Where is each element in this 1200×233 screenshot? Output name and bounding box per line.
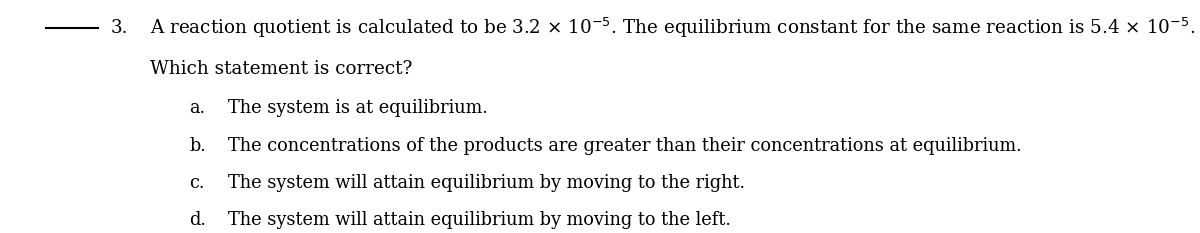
Text: Which statement is correct?: Which statement is correct?	[150, 60, 413, 78]
Text: The concentrations of the products are greater than their concentrations at equi: The concentrations of the products are g…	[228, 137, 1021, 155]
Text: A reaction quotient is calculated to be 3.2 $\times$ 10$^{-5}$. The equilibrium : A reaction quotient is calculated to be …	[150, 16, 1195, 40]
Text: The system will attain equilibrium by moving to the right.: The system will attain equilibrium by mo…	[228, 174, 745, 192]
Text: The system is at equilibrium.: The system is at equilibrium.	[228, 99, 487, 117]
Text: The system will attain equilibrium by moving to the left.: The system will attain equilibrium by mo…	[228, 211, 731, 229]
Text: b.: b.	[190, 137, 206, 155]
Text: d.: d.	[190, 211, 206, 229]
Text: c.: c.	[190, 174, 205, 192]
Text: a.: a.	[190, 99, 205, 117]
Text: 3.: 3.	[110, 19, 128, 37]
